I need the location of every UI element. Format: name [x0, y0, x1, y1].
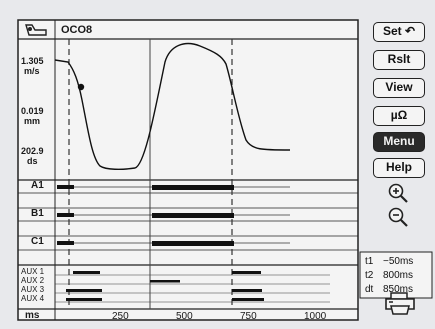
t2-value: 800ms	[383, 270, 414, 281]
zoom-out-icon[interactable]	[387, 206, 409, 228]
t2-label: t2	[365, 270, 374, 281]
dt-label: dt	[365, 284, 374, 295]
motor-icon	[25, 24, 47, 36]
t1-label: t1	[365, 256, 374, 267]
travel-trace	[54, 42, 291, 171]
help-button[interactable]: Help	[373, 158, 425, 178]
set-button[interactable]: Set ↶	[373, 22, 425, 42]
velocity-unit: m/s	[24, 66, 40, 76]
travel-value: 0.019	[21, 106, 44, 116]
record-title: OCO8	[61, 24, 93, 36]
x-tick-1000: 1000	[304, 311, 327, 322]
micro-ohm-button[interactable]: µΩ	[373, 106, 425, 126]
t1-value: −50ms	[383, 256, 414, 267]
channel-label-c1: C1	[31, 236, 44, 247]
damping-value: 202.9	[21, 146, 44, 156]
aux-label-1: AUX 1	[21, 267, 45, 276]
x-tick-250: 250	[112, 311, 129, 322]
view-button[interactable]: View	[373, 78, 425, 98]
menu-button[interactable]: Menu	[373, 132, 425, 152]
dt-value: 850ms	[383, 284, 414, 295]
aux-label-2: AUX 2	[21, 276, 45, 285]
x-tick-750: 750	[240, 311, 257, 322]
travel-unit: mm	[24, 116, 41, 126]
damping-unit: ds	[27, 156, 38, 166]
channel-label-a1: A1	[31, 180, 44, 191]
printer-icon[interactable]	[383, 290, 417, 316]
channel-label-b1: B1	[31, 208, 44, 219]
x-tick-500: 500	[176, 311, 193, 322]
aux-label-3: AUX 3	[21, 285, 45, 294]
x-axis-unit: ms	[25, 310, 40, 321]
zoom-in-icon[interactable]	[387, 182, 409, 204]
results-button[interactable]: Rslt	[373, 50, 425, 70]
velocity-value: 1.305	[21, 56, 44, 66]
trace-marker	[77, 83, 85, 91]
aux-label-4: AUX 4	[21, 294, 45, 303]
